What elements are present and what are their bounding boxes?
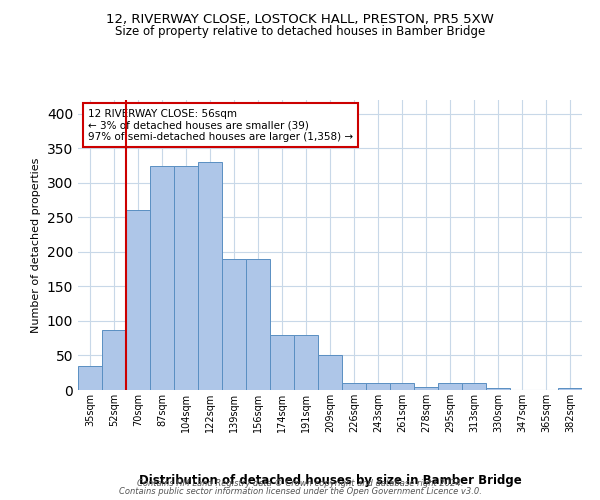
Bar	[198, 162, 222, 390]
Bar	[246, 259, 270, 390]
Bar	[486, 388, 510, 390]
X-axis label: Distribution of detached houses by size in Bamber Bridge: Distribution of detached houses by size …	[139, 474, 521, 487]
Bar	[558, 388, 582, 390]
Bar	[342, 383, 366, 390]
Bar	[222, 259, 246, 390]
Bar	[150, 166, 174, 390]
Bar	[174, 166, 198, 390]
Bar	[78, 366, 102, 390]
Bar	[318, 356, 342, 390]
Bar	[390, 383, 414, 390]
Text: 12, RIVERWAY CLOSE, LOSTOCK HALL, PRESTON, PR5 5XW: 12, RIVERWAY CLOSE, LOSTOCK HALL, PRESTO…	[106, 12, 494, 26]
Bar	[438, 383, 462, 390]
Bar	[462, 383, 486, 390]
Bar	[270, 335, 294, 390]
Bar	[102, 330, 126, 390]
Text: Size of property relative to detached houses in Bamber Bridge: Size of property relative to detached ho…	[115, 25, 485, 38]
Text: Contains HM Land Registry data © Crown copyright and database right 2024.: Contains HM Land Registry data © Crown c…	[137, 478, 463, 488]
Bar	[366, 383, 390, 390]
Text: Contains public sector information licensed under the Open Government Licence v3: Contains public sector information licen…	[119, 487, 481, 496]
Bar	[126, 210, 150, 390]
Text: 12 RIVERWAY CLOSE: 56sqm
← 3% of detached houses are smaller (39)
97% of semi-de: 12 RIVERWAY CLOSE: 56sqm ← 3% of detache…	[88, 108, 353, 142]
Bar	[294, 335, 318, 390]
Y-axis label: Number of detached properties: Number of detached properties	[31, 158, 41, 332]
Bar	[414, 386, 438, 390]
